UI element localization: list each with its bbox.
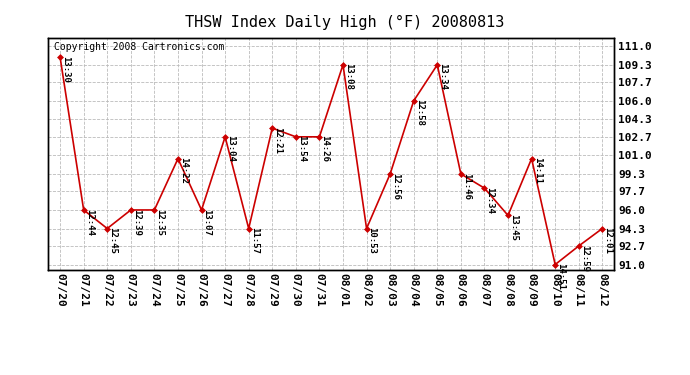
Text: 13:07: 13:07: [203, 209, 212, 236]
Text: 13:08: 13:08: [344, 63, 353, 90]
Text: 12:56: 12:56: [391, 172, 400, 200]
Text: 11:57: 11:57: [250, 227, 259, 254]
Text: 14:51: 14:51: [556, 263, 565, 290]
Text: 12:39: 12:39: [132, 209, 141, 236]
Text: 13:34: 13:34: [438, 63, 447, 90]
Text: 13:04: 13:04: [226, 135, 235, 162]
Text: 12:01: 12:01: [603, 227, 612, 254]
Text: 12:34: 12:34: [486, 187, 495, 214]
Text: THSW Index Daily High (°F) 20080813: THSW Index Daily High (°F) 20080813: [186, 15, 504, 30]
Text: 14:11: 14:11: [533, 157, 542, 184]
Text: 13:30: 13:30: [61, 56, 70, 82]
Text: 14:26: 14:26: [320, 135, 329, 162]
Text: 13:54: 13:54: [297, 135, 306, 162]
Text: Copyright 2008 Cartronics.com: Copyright 2008 Cartronics.com: [54, 42, 224, 52]
Text: 12:59: 12:59: [580, 244, 589, 272]
Text: 12:35: 12:35: [155, 209, 164, 236]
Text: 10:53: 10:53: [368, 227, 377, 254]
Text: 12:21: 12:21: [273, 127, 282, 154]
Text: 12:58: 12:58: [415, 99, 424, 126]
Text: 12:44: 12:44: [85, 209, 94, 236]
Text: 14:22: 14:22: [179, 157, 188, 184]
Text: 12:45: 12:45: [108, 227, 117, 254]
Text: 11:46: 11:46: [462, 172, 471, 200]
Text: 13:45: 13:45: [509, 214, 518, 241]
